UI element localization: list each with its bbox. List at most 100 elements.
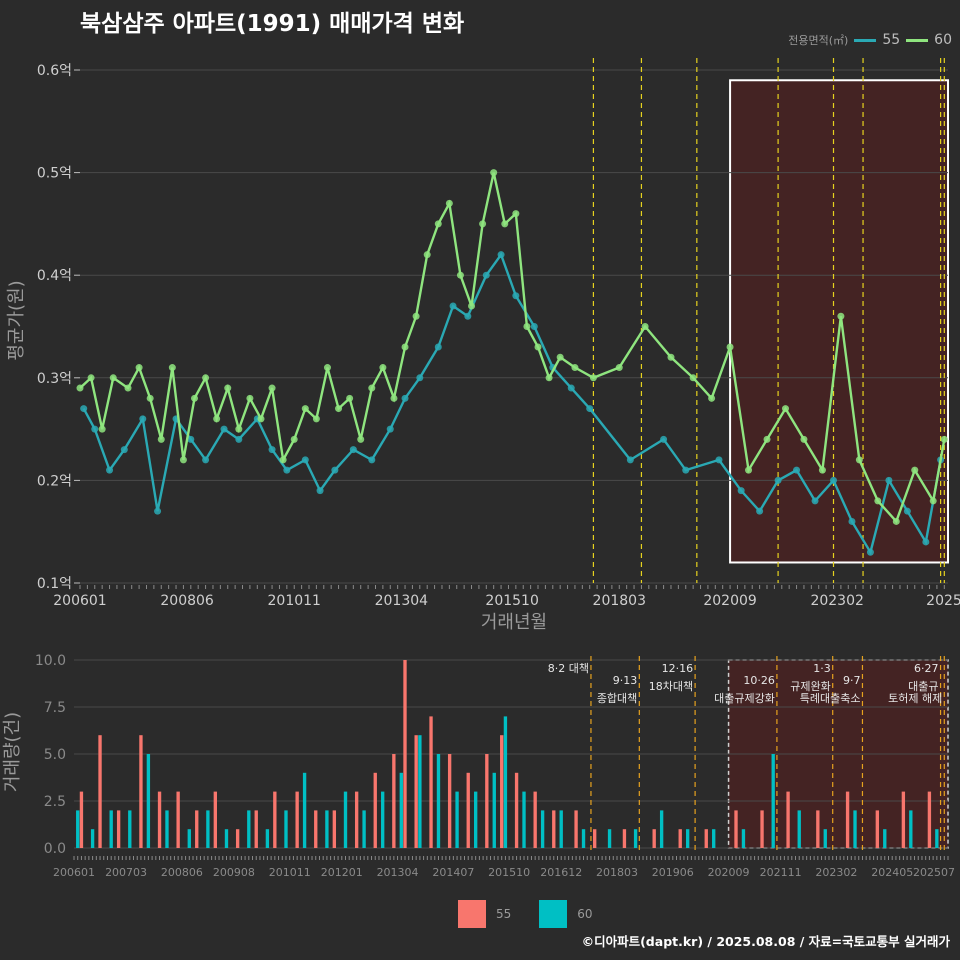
annotation-sublabel: 특례대출축소: [800, 692, 861, 705]
series-point-60: [571, 364, 579, 372]
legend-line-60: [906, 38, 929, 42]
series-point-60: [445, 199, 453, 207]
series-point-60: [940, 435, 948, 443]
x-tick-label-bottom: 201407: [432, 866, 474, 879]
chart-title: 북삼삼주 아파트(1991) 매매가격 변화: [80, 11, 465, 37]
bar-60: [362, 810, 366, 848]
series-point-55: [386, 425, 394, 433]
series-point-55: [903, 507, 911, 515]
series-point-60: [213, 415, 221, 423]
series-point-55: [793, 466, 801, 474]
series-point-55: [235, 435, 243, 443]
series-point-55: [316, 487, 324, 495]
series-point-55: [811, 497, 819, 505]
series-point-60: [168, 364, 176, 372]
bar-55: [760, 810, 764, 848]
x-tick-label-bottom: 202405: [871, 866, 913, 879]
bar-60: [712, 829, 716, 848]
bar-60: [522, 791, 526, 848]
series-point-60: [708, 394, 716, 402]
x-tick-label: 201803: [593, 593, 646, 609]
series-point-60: [146, 394, 154, 402]
bar-55: [403, 660, 407, 848]
series-point-55: [416, 374, 424, 382]
series-point-55: [154, 507, 162, 515]
series-point-55: [660, 435, 668, 443]
series-point-55: [187, 435, 195, 443]
bar-60: [381, 791, 385, 848]
bar-60: [909, 810, 913, 848]
series-point-60: [512, 210, 520, 218]
series-point-60: [412, 312, 420, 320]
bar-60: [633, 829, 638, 848]
bar-60: [224, 829, 229, 848]
series-point-60: [346, 394, 354, 402]
bar-55: [176, 791, 180, 848]
y-tick-label-bottom: 0.0: [44, 841, 66, 857]
legend-area-title: 전용면적(㎡): [788, 34, 849, 47]
series-point-60: [109, 374, 117, 382]
bar-55: [332, 810, 337, 848]
annotation-label: 9·13: [613, 674, 638, 687]
bar-55: [79, 791, 84, 848]
series-point-60: [523, 323, 531, 330]
series-point-60: [545, 374, 553, 382]
x-tick-label-bottom: 202507: [913, 866, 955, 879]
series-point-55: [268, 446, 276, 454]
x-tick-label-bottom: 201510: [488, 866, 530, 879]
bar-60: [76, 810, 80, 848]
series-point-60: [929, 497, 937, 505]
bar-60: [146, 754, 151, 848]
bar-55: [593, 829, 597, 848]
series-point-55: [202, 456, 210, 464]
series-point-60: [179, 456, 187, 464]
annotation-sublabel: 토허제 해제: [888, 691, 942, 705]
series-point-60: [135, 364, 143, 372]
y-tick-label: 0.5억: [37, 166, 72, 182]
bar-55: [875, 810, 880, 848]
bar-60: [741, 829, 746, 848]
x-tick-label-bottom: 201803: [596, 866, 638, 879]
bar-55: [500, 735, 504, 848]
bar-60: [823, 829, 827, 848]
series-point-60: [76, 384, 84, 392]
bar-60: [581, 829, 586, 848]
series-point-55: [756, 507, 764, 515]
x-tick-label: 202302: [810, 593, 863, 609]
series-point-60: [434, 220, 442, 228]
bar-60: [247, 810, 251, 848]
bar-55: [295, 791, 299, 848]
bar-55: [622, 829, 627, 848]
bar-55: [466, 772, 470, 848]
series-point-60: [312, 415, 320, 423]
series-point-55: [331, 466, 339, 474]
bar-55: [485, 754, 489, 848]
series-point-55: [829, 476, 837, 484]
bar-60: [797, 810, 801, 848]
series-point-60: [202, 374, 210, 382]
series-point-60: [124, 384, 132, 392]
series-point-60: [390, 394, 398, 402]
series-point-60: [726, 343, 734, 351]
series-point-55: [530, 323, 538, 330]
x-tick-label-bottom: 201304: [377, 866, 419, 879]
series-point-60: [268, 384, 276, 392]
series-point-60: [301, 405, 309, 413]
bar-55: [552, 810, 556, 848]
series-point-60: [479, 220, 487, 228]
x-tick-label-bottom: 202302: [815, 866, 857, 879]
series-point-55: [283, 466, 291, 474]
bar-60: [399, 772, 403, 848]
annotation-sublabel: 종합대책: [597, 692, 637, 705]
series-point-60: [534, 343, 542, 351]
legend-item-60: 60: [906, 32, 952, 48]
x-tick-label: 200601: [53, 593, 106, 609]
bar-55: [429, 716, 433, 848]
annotation-sublabel: 대출규제강화: [714, 692, 775, 705]
series-point-60: [290, 435, 298, 443]
x-tick-label-bottom: 200908: [213, 866, 255, 879]
series-point-60: [368, 384, 376, 392]
annotation-label: 8·2 대책: [548, 662, 589, 675]
